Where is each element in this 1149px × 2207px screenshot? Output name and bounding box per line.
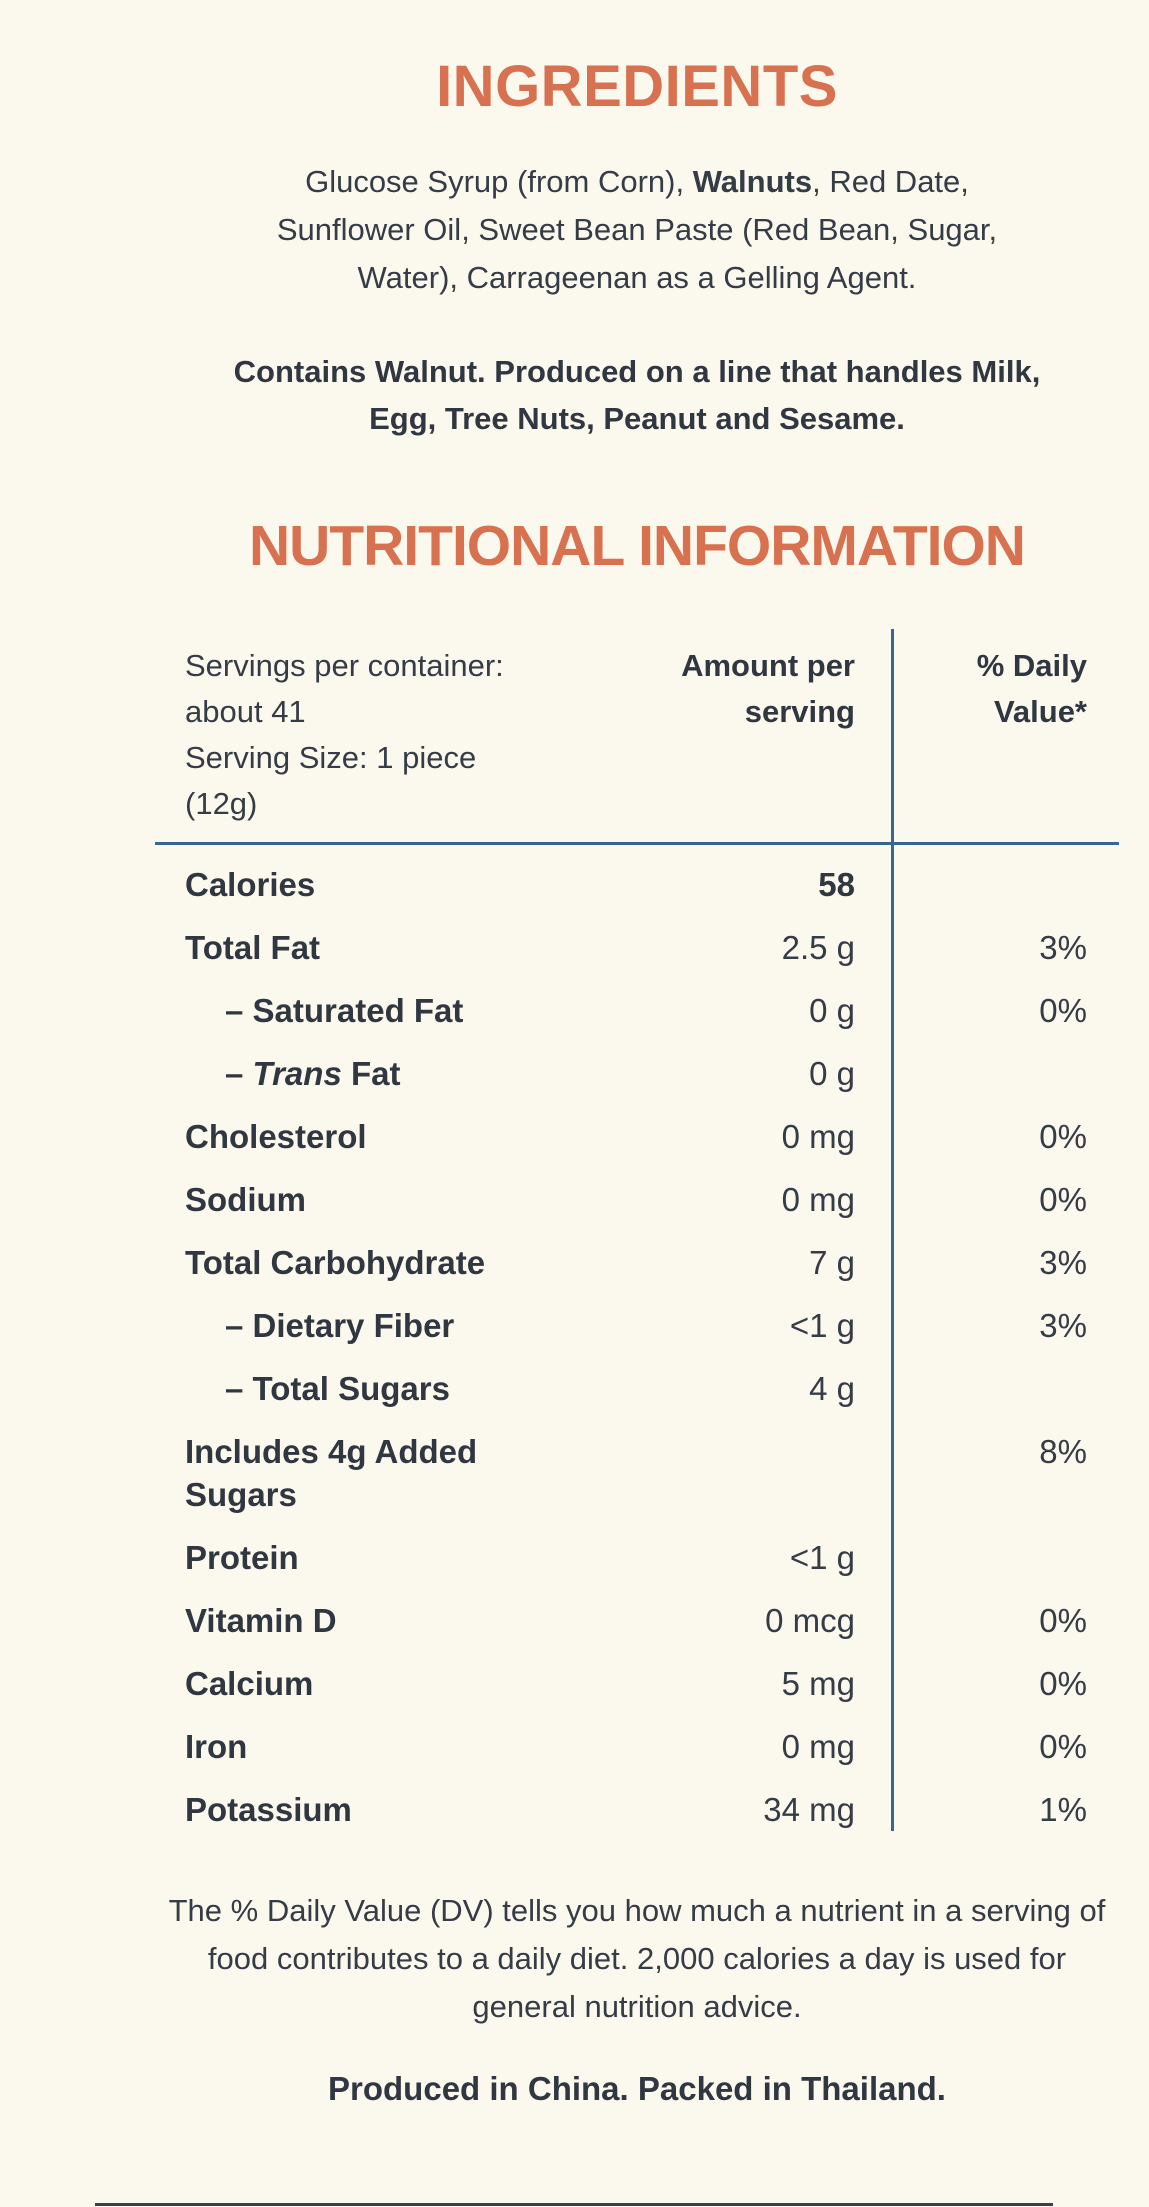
table-row-added-sugars: Includes 4g Added Sugars 8%: [155, 1430, 1119, 1516]
ingredients-text: Glucose Syrup (from Corn), Walnuts, Red …: [257, 158, 1017, 302]
ingredients-text-after: , Red Date, Sunflower Oil, Sweet Bean Pa…: [276, 164, 998, 295]
bottom-edge-line: [95, 2203, 1053, 2206]
nutrient-dv: [855, 863, 1087, 906]
nutrient-label: – Trans Fat: [225, 1055, 401, 1092]
nutrient-amount: 58: [818, 866, 855, 903]
nutrient-label: Cholesterol: [185, 1118, 367, 1155]
table-row-cholesterol: Cholesterol 0 mg 0%: [155, 1115, 1119, 1158]
nutrient-amount: <1 g: [789, 1307, 855, 1344]
daily-value-header: % Daily Value*: [976, 648, 1087, 729]
origin-statement: Produced in China. Packed in Thailand.: [328, 2070, 946, 2107]
nutrient-amount: 7 g: [809, 1244, 855, 1281]
ingredients-text-before: Glucose Syrup (from Corn),: [305, 164, 693, 199]
nutrient-dv: 0%: [1039, 1602, 1087, 1639]
nutrient-label: – Total Sugars: [225, 1370, 450, 1407]
table-row-total-carbohydrate: Total Carbohydrate 7 g 3%: [155, 1241, 1119, 1284]
nutrient-label: Calcium: [185, 1665, 314, 1702]
nutrient-dv: [855, 1367, 1087, 1410]
nutrient-amount: 34 mg: [763, 1791, 855, 1828]
table-row-calories: Calories 58: [155, 863, 1119, 906]
nutrition-title: NUTRITIONAL INFORMATION: [249, 514, 1026, 578]
serving-info: Servings per container: about 41 Serving…: [185, 643, 555, 827]
nutrient-dv: 0%: [1039, 1665, 1087, 1702]
nutrient-dv: 0%: [1039, 1118, 1087, 1155]
servings-per-container: Servings per container: about 41: [185, 648, 504, 729]
nutrition-label-page: { "colors": { "background": "#FBF8EE", "…: [0, 58, 1149, 2207]
column-divider-line: [891, 629, 894, 1831]
nutrient-amount: 0 g: [809, 992, 855, 1029]
nutrient-label: Total Carbohydrate: [185, 1244, 486, 1281]
table-row-saturated-fat: – Saturated Fat 0 g 0%: [155, 989, 1119, 1032]
nutrient-label: Potassium: [185, 1791, 352, 1828]
nutrient-amount: [585, 1430, 855, 1516]
nutrient-amount: 0 mg: [781, 1118, 855, 1155]
ingredients-title: INGREDIENTS: [436, 54, 838, 119]
nutrient-label: Protein: [185, 1539, 299, 1576]
nutrient-label: – Saturated Fat: [225, 992, 464, 1029]
nutrient-dv: 0%: [1039, 992, 1087, 1029]
nutrient-dv: 8%: [1039, 1433, 1087, 1470]
table-row-iron: Iron 0 mg 0%: [155, 1725, 1119, 1768]
label-content-column: INGREDIENTS Glucose Syrup (from Corn), W…: [155, 58, 1119, 2111]
allergen-statement: Contains Walnut. Produced on a line that…: [233, 354, 1041, 436]
amount-per-serving-header: Amount per serving: [681, 648, 855, 729]
nutrition-table: Servings per container: about 41 Serving…: [155, 629, 1119, 1831]
nutrient-label: Iron: [185, 1728, 248, 1765]
nutrient-dv: 3%: [1039, 929, 1087, 966]
nutrient-amount: 0 mcg: [765, 1602, 855, 1639]
serving-size: Serving Size: 1 piece (12g): [185, 740, 477, 821]
nutrient-amount: 0 mg: [781, 1181, 855, 1218]
nutrient-label: Includes 4g Added Sugars: [185, 1433, 478, 1513]
nutrient-dv: [855, 1052, 1087, 1095]
table-row-total-sugars: – Total Sugars 4 g: [155, 1367, 1119, 1410]
nutrient-dv: 0%: [1039, 1728, 1087, 1765]
nutrient-dv: 3%: [1039, 1244, 1087, 1281]
nutrient-amount: 5 mg: [781, 1665, 855, 1702]
table-row-sodium: Sodium 0 mg 0%: [155, 1178, 1119, 1221]
table-row-calcium: Calcium 5 mg 0%: [155, 1662, 1119, 1705]
nutrient-label: Calories: [185, 866, 316, 903]
table-row-total-fat: Total Fat 2.5 g 3%: [155, 926, 1119, 969]
table-row-potassium: Potassium 34 mg 1%: [155, 1788, 1119, 1831]
nutrient-label: Sodium: [185, 1181, 306, 1218]
nutrient-label: – Dietary Fiber: [225, 1307, 455, 1344]
nutrient-amount: 0 mg: [781, 1728, 855, 1765]
table-row-trans-fat: – Trans Fat 0 g: [155, 1052, 1119, 1095]
header-rule: [155, 842, 1119, 845]
nutrient-dv: 1%: [1039, 1791, 1087, 1828]
nutrient-amount: 0 g: [809, 1055, 855, 1092]
nutrition-table-header: Servings per container: about 41 Serving…: [155, 629, 1119, 827]
ingredients-text-bold-walnuts: Walnuts: [692, 164, 813, 199]
nutrient-label: Vitamin D: [185, 1602, 337, 1639]
daily-value-note: The % Daily Value (DV) tells you how muc…: [168, 1893, 1106, 2024]
nutrient-dv: [855, 1536, 1087, 1579]
table-row-dietary-fiber: – Dietary Fiber <1 g 3%: [155, 1304, 1119, 1347]
nutrition-table-body: Calories 58 Total Fat 2.5 g 3% – Saturat…: [155, 845, 1119, 1831]
table-row-vitamin-d: Vitamin D 0 mcg 0%: [155, 1599, 1119, 1642]
nutrient-label: Total Fat: [185, 929, 321, 966]
nutrient-dv: 3%: [1039, 1307, 1087, 1344]
nutrient-dv: 0%: [1039, 1181, 1087, 1218]
nutrient-amount: 4 g: [809, 1370, 855, 1407]
nutrient-amount: 2.5 g: [781, 929, 855, 966]
nutrient-amount: <1 g: [789, 1539, 855, 1576]
table-row-protein: Protein <1 g: [155, 1536, 1119, 1579]
